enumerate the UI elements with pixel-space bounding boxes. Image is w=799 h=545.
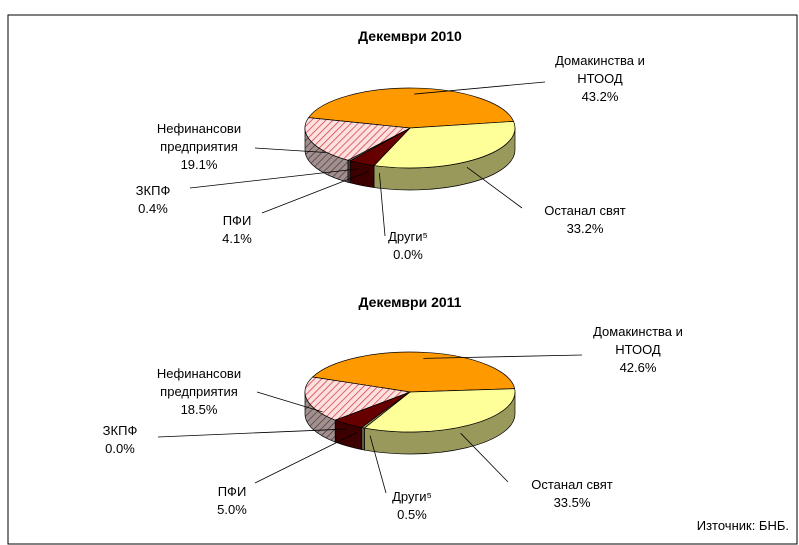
slice-side [361,427,365,451]
leader-line [157,428,347,438]
value-label: 4.1% [222,231,252,246]
value-label: 33.2% [566,221,604,236]
leader-line [189,168,359,189]
value-label: 0.5% [397,507,427,522]
leader-line [423,354,583,359]
chart-title: Декември 2010 [358,28,462,44]
leader-line [379,173,386,237]
category-label: Нефинансови предприятия [156,121,242,154]
value-label: 19.1% [180,157,218,172]
category-label: ПФИ [222,213,252,228]
category-label: Нефинансови предприятия [156,366,242,399]
category-label: Други⁵ [392,489,432,504]
slice [363,388,516,433]
category-label: ЗКПФ [135,183,171,198]
category-label: Домакинства и НТООД [593,324,683,357]
leader-line [256,391,323,413]
frame [7,14,798,545]
category-label: ЗКПФ [102,423,138,438]
leader-line [261,171,370,214]
category-label: Останал свят [544,203,626,218]
value-label: 0.0% [105,441,135,456]
leader-line [254,147,326,153]
leader-line [414,81,546,95]
category-label: Останал свят [531,477,613,492]
slice [304,376,412,421]
slice [307,87,515,129]
value-label: 42.6% [619,360,657,375]
value-label: 5.0% [217,502,247,517]
chart-title: Декември 2011 [358,294,462,310]
leader-line [254,432,358,484]
leader-line [460,432,509,483]
value-label: 0.4% [138,201,168,216]
source: Източник: БНБ. [696,518,789,533]
value-label: 0.0% [393,247,423,262]
value-label: 43.2% [581,89,619,104]
value-label: 18.5% [180,402,218,417]
slice [304,117,412,161]
value-label: 33.5% [553,495,591,510]
category-label: ПФИ [217,484,247,499]
slice [373,121,516,169]
leader-line [369,435,387,494]
category-label: Други⁵ [388,229,428,244]
category-label: Домакинства и НТООД [555,53,645,86]
leader-line [466,167,523,209]
slice [311,351,516,393]
